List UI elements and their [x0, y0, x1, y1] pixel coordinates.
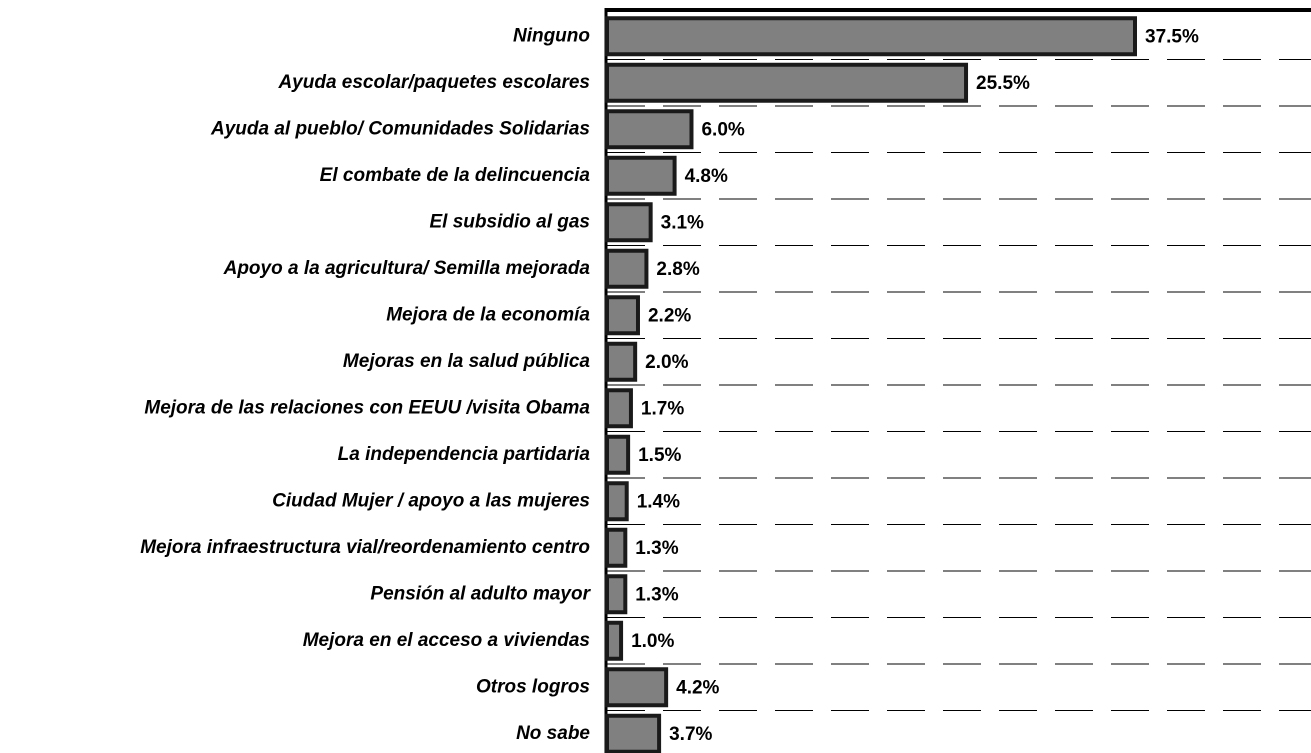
- y-tick-label: Mejora en el acceso a viviendas: [303, 630, 590, 651]
- y-tick-label: Mejora de las relaciones con EEUU /visit…: [144, 397, 590, 418]
- bar: [605, 109, 694, 150]
- y-tick-label: Ayuda al pueblo/ Comunidades Solidarias: [210, 118, 590, 139]
- bar: [605, 295, 640, 336]
- bar: [605, 388, 633, 429]
- y-tick-label: Apoyo a la agricultura/ Semilla mejorada: [223, 258, 591, 279]
- bar: [605, 667, 669, 708]
- value-label: 1.7%: [641, 398, 684, 419]
- value-label: 2.2%: [648, 305, 691, 326]
- bar: [605, 527, 628, 568]
- value-label: 6.0%: [701, 119, 744, 140]
- y-tick-label: No sabe: [516, 723, 590, 744]
- bar: [605, 574, 628, 615]
- value-label: 1.4%: [637, 491, 680, 512]
- y-tick-label: La independencia partidaria: [338, 444, 591, 465]
- bar: [605, 248, 649, 289]
- y-tick-label: Otros logros: [476, 676, 590, 697]
- value-label: 1.3%: [635, 584, 678, 605]
- value-label: 2.0%: [645, 352, 688, 373]
- value-label: 25.5%: [976, 73, 1030, 94]
- y-tick-label: Mejora infraestructura vial/reordenamien…: [140, 537, 590, 558]
- bar: [605, 202, 653, 243]
- bar: [605, 620, 624, 661]
- bar: [605, 62, 969, 103]
- value-label: 1.5%: [638, 445, 681, 466]
- value-label: 1.0%: [631, 631, 674, 652]
- y-tick-label: Mejora de la economía: [386, 304, 590, 325]
- bar: [605, 481, 629, 522]
- y-tick-label: Ciudad Mujer / apoyo a las mujeres: [272, 490, 590, 511]
- bar: [605, 16, 1137, 57]
- y-tick-label: El subsidio al gas: [430, 211, 591, 232]
- value-label: 3.1%: [661, 212, 704, 233]
- y-tick-label: El combate de la delincuencia: [320, 165, 591, 186]
- bar: [605, 155, 677, 196]
- bar: [605, 341, 638, 382]
- value-label: 2.8%: [656, 259, 699, 280]
- value-label: 4.2%: [676, 677, 719, 698]
- value-label: 37.5%: [1145, 26, 1199, 47]
- y-tick-label: Ninguno: [513, 25, 590, 46]
- value-label: 3.7%: [669, 724, 712, 745]
- y-tick-label: Ayuda escolar/paquetes escolares: [277, 72, 590, 93]
- bar: [605, 713, 662, 753]
- bar: [605, 434, 631, 475]
- value-label: 4.8%: [685, 166, 728, 187]
- y-tick-label: Pensión al adulto mayor: [370, 583, 591, 604]
- y-tick-label: Mejoras en la salud pública: [343, 351, 591, 372]
- value-label: 1.3%: [635, 538, 678, 559]
